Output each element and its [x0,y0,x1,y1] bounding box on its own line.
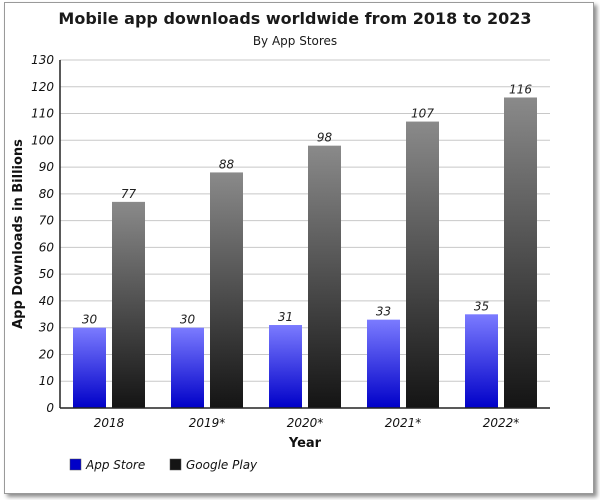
axes: 0 10 20 30 40 50 60 70 80 90 100 110 120 130 2018 2019*… [31,53,550,430]
y-tick-label: 30 [39,321,55,335]
bar-google-play-2021 [406,121,439,409]
y-tick-label: 100 [31,133,54,147]
y-axis-title: App Downloads in Billions [11,139,26,329]
y-tick-label: 120 [31,80,54,94]
y-tick-label: 10 [39,374,55,388]
chart-subtitle: By App Stores [253,34,337,48]
bar-app-store-2020 [269,325,302,408]
data-label: 77 [121,187,137,201]
data-label: 35 [474,299,489,313]
bar-google-play-2022 [504,97,537,408]
legend: App Store Google Play [69,458,258,472]
bar-google-play-2019 [210,172,243,408]
x-tick-label: 2021* [385,416,422,430]
data-label: 98 [317,131,333,145]
bars: 30 77 30 88 31 98 33 107 35 116 [73,82,537,409]
data-label: 116 [509,82,532,96]
y-tick-label: 50 [39,267,55,281]
y-tick-label: 60 [39,240,55,254]
legend-swatch-app-store [69,458,82,471]
bar-google-play-2020 [308,145,341,408]
x-tick-label: 2022* [483,416,520,430]
y-tick-label: 40 [39,294,55,308]
data-label: 30 [180,313,196,327]
bar-app-store-2021 [367,319,400,408]
x-tick-label: 2019* [189,416,226,430]
data-label: 107 [411,107,434,121]
y-tick-label: 90 [39,160,55,174]
x-tick-label: 2020* [287,416,324,430]
y-tick-label: 70 [39,214,55,228]
y-tick-label: 130 [31,53,54,67]
y-tick-label: 20 [39,347,55,361]
y-tick-label: 110 [31,107,54,121]
data-label: 30 [82,313,98,327]
bar-app-store-2018 [73,327,106,408]
legend-label: Google Play [186,458,258,472]
bar-google-play-2018 [112,201,145,408]
y-tick-label: 0 [46,401,54,415]
y-tick-label: 80 [39,187,55,201]
data-label: 33 [376,305,391,319]
data-label: 88 [219,157,235,171]
x-tick-label: 2018 [94,416,125,430]
bar-app-store-2022 [465,314,498,408]
legend-label: App Store [85,458,145,472]
x-axis-title: Year [288,436,322,451]
bar-app-store-2019 [171,327,204,408]
legend-swatch-google-play [169,458,182,471]
chart-title: Mobile app downloads worldwide from 2018… [58,9,531,28]
data-label: 31 [278,310,293,324]
